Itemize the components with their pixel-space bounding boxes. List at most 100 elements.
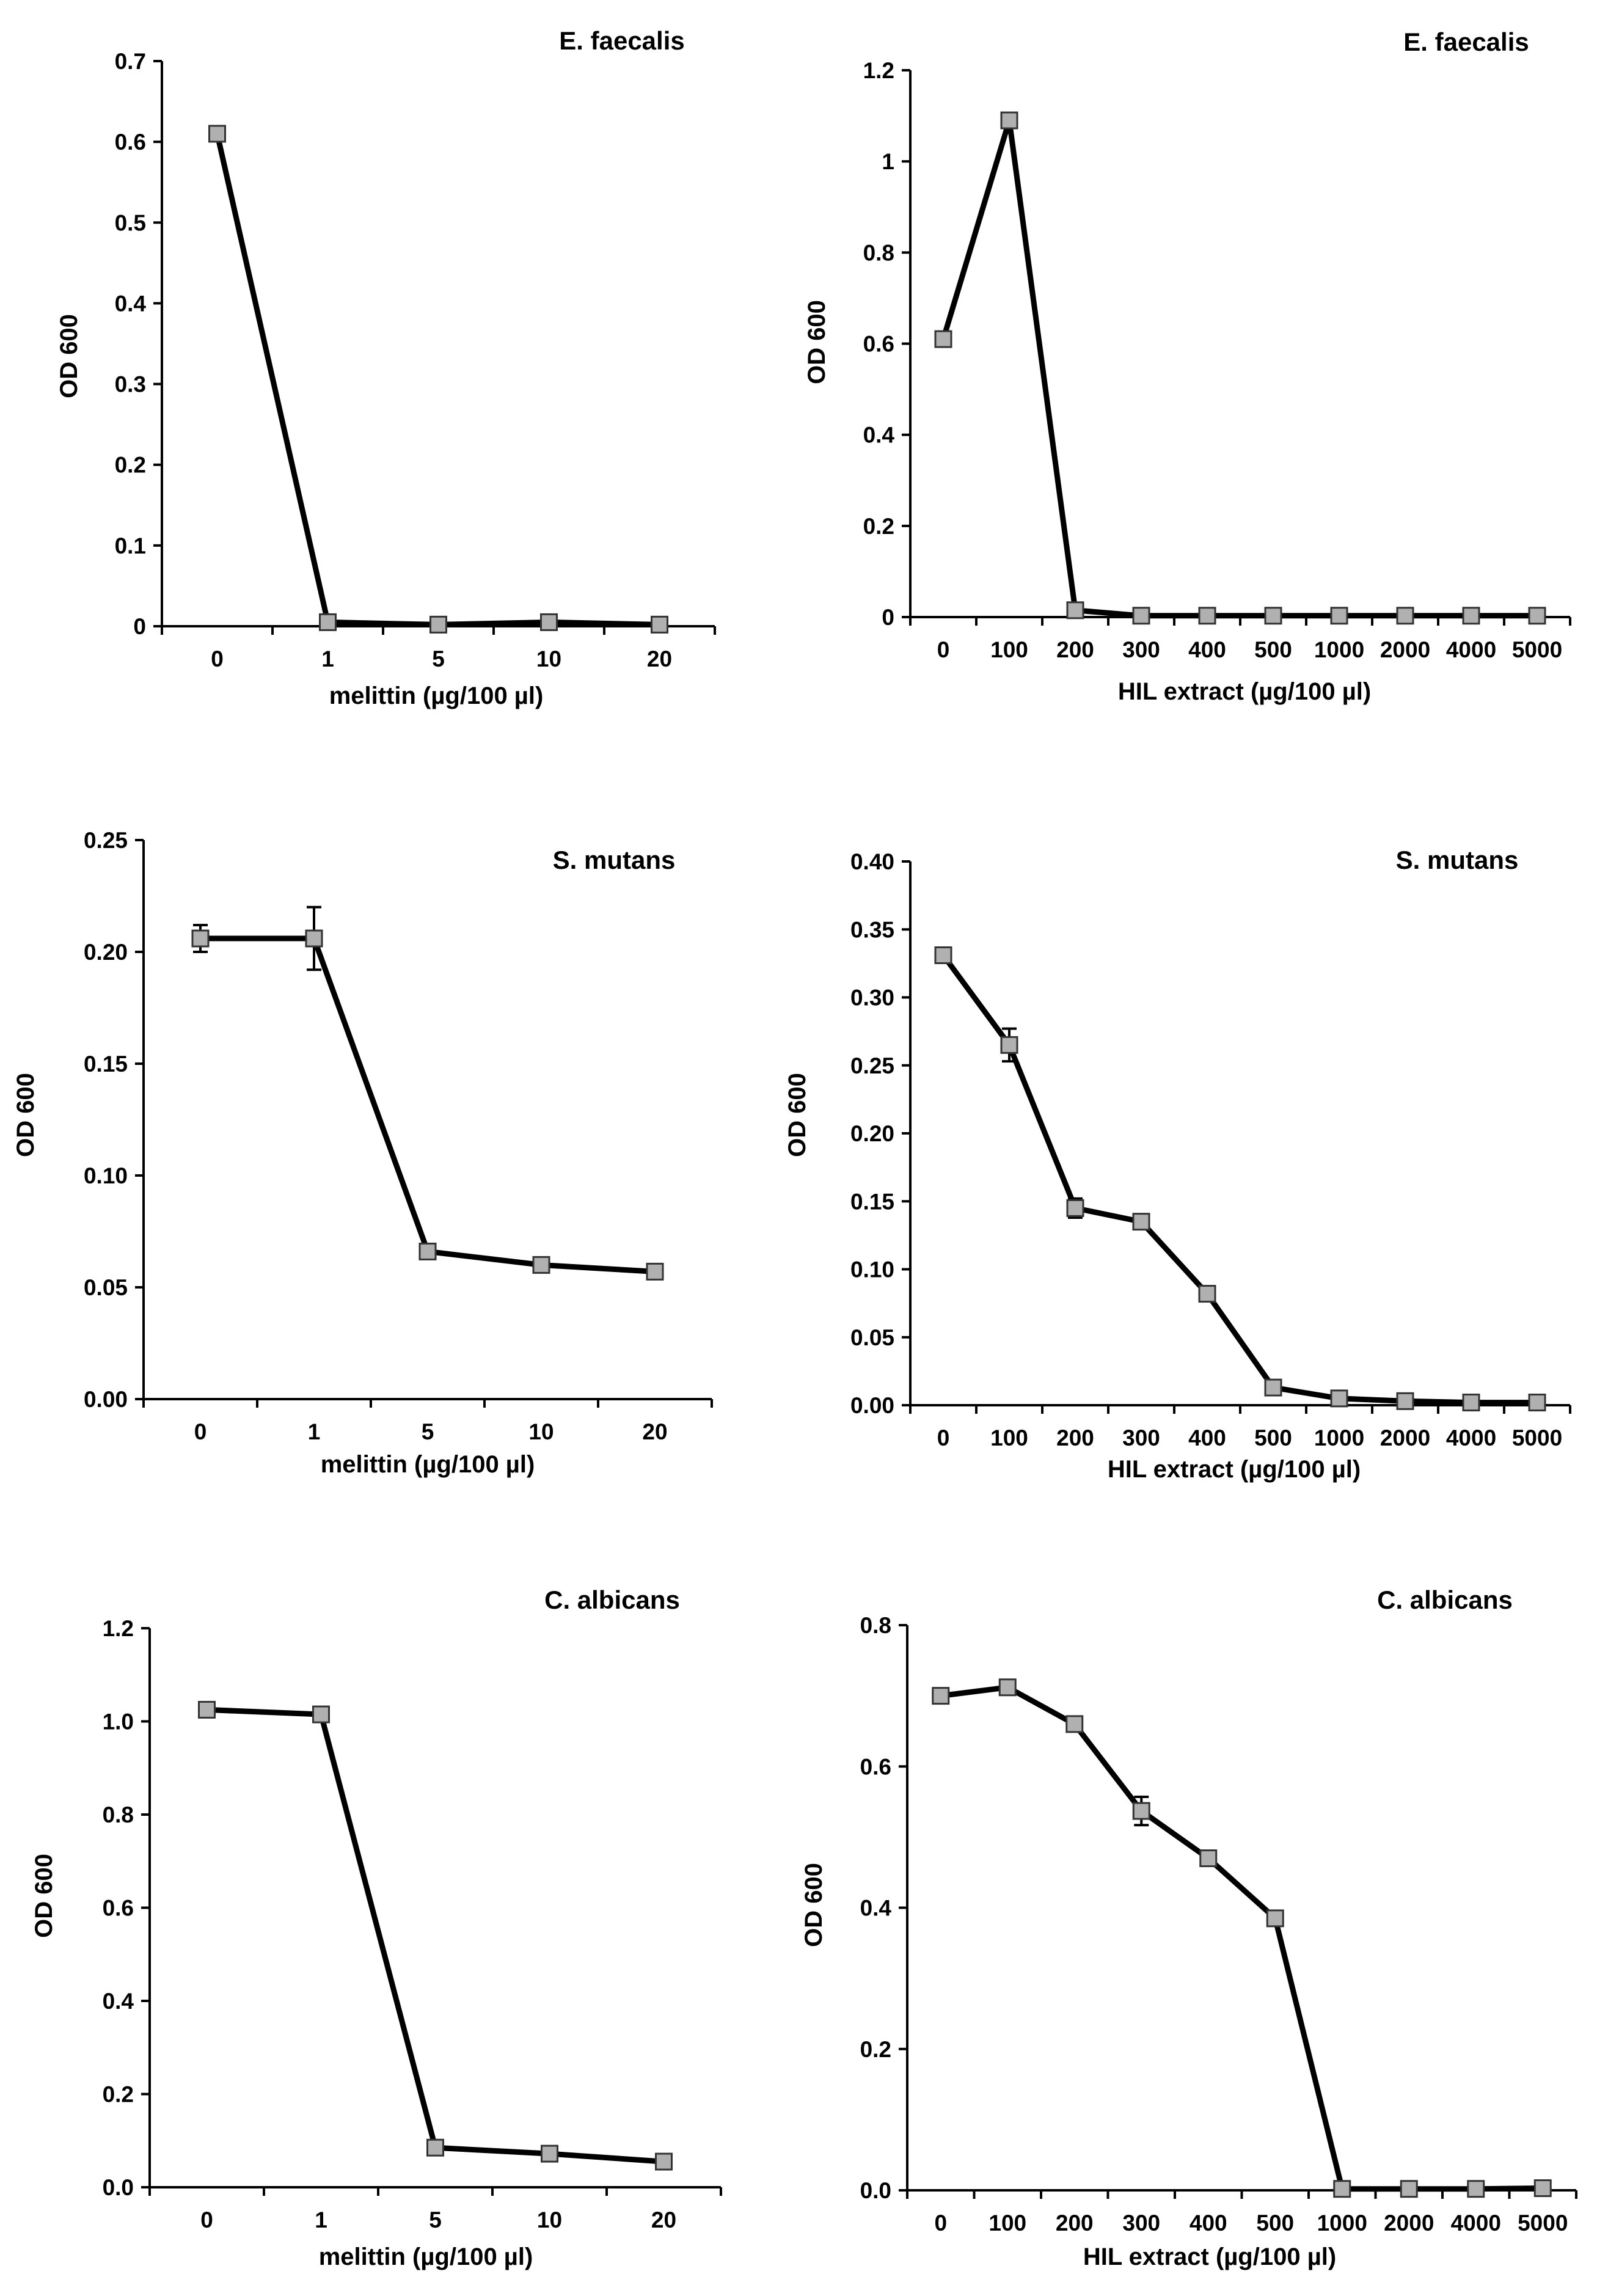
x-tick-label: 500 bbox=[1254, 1425, 1292, 1450]
x-tick-label: 400 bbox=[1188, 637, 1226, 662]
x-tick-label: 2000 bbox=[1380, 637, 1430, 662]
series-layer bbox=[208, 125, 668, 634]
x-tick-label: 0 bbox=[200, 2207, 213, 2232]
y-tick-label: 0.8 bbox=[103, 1802, 134, 1827]
y-tick-label: 0.15 bbox=[84, 1051, 128, 1077]
x-tick-label: 10 bbox=[536, 646, 561, 671]
y-tick-label: 0.10 bbox=[850, 1257, 894, 1282]
data-point bbox=[1396, 1392, 1414, 1410]
data-point bbox=[418, 1242, 437, 1260]
data-point bbox=[426, 2138, 444, 2157]
chart-title: S. mutans bbox=[1396, 846, 1519, 874]
series-layer bbox=[934, 111, 1546, 625]
x-ticks-layer: 0 1 5 10 20 bbox=[148, 2187, 722, 2232]
x-tick-label: 1 bbox=[308, 1419, 321, 1444]
panel-smutans-hil: 0.00 0.05 0.10 0.15 0.20 0.25 0.30 0.35 0.40 0 10… bbox=[784, 846, 1571, 1483]
data-point bbox=[208, 125, 226, 143]
x-tick-label: 500 bbox=[1254, 637, 1292, 662]
data-point bbox=[1330, 1389, 1348, 1408]
data-point bbox=[1528, 1394, 1546, 1412]
x-tick-label: 0 bbox=[934, 2210, 947, 2236]
panel-calbicans-melittin: 0.0 0.2 0.4 0.6 0.8 1.0 1.2 0 1 5 10 20 C. albican… bbox=[31, 1585, 722, 2270]
x-tick-label: 400 bbox=[1190, 2210, 1227, 2236]
y-tick-label: 0.6 bbox=[863, 332, 894, 357]
series-layer bbox=[191, 905, 664, 1281]
y-axis-label: OD 600 bbox=[12, 1073, 39, 1157]
y-axis-label: OD 600 bbox=[784, 1073, 811, 1157]
y-tick-label: 0.05 bbox=[84, 1275, 128, 1300]
y-tick-label: 0.25 bbox=[84, 828, 128, 853]
data-point bbox=[1065, 1715, 1084, 1733]
data-point bbox=[655, 2152, 673, 2171]
x-ticks-layer: 0 1 5 10 20 bbox=[142, 1399, 713, 1444]
y-tick-label: 0.20 bbox=[850, 1121, 894, 1146]
y-tick-label: 0.25 bbox=[850, 1053, 894, 1078]
y-tick-label: 0.2 bbox=[860, 2037, 891, 2062]
y-tick-label: 0.6 bbox=[860, 1754, 891, 1779]
y-tick-label: 1.0 bbox=[103, 1709, 134, 1735]
data-point bbox=[305, 929, 323, 948]
x-tick-label: 5000 bbox=[1512, 1425, 1562, 1450]
panel-efaecalis-hil: 0 0.2 0.4 0.6 0.8 1 1.2 0 100 200 300 400 500 1000 20… bbox=[803, 27, 1571, 705]
data-point bbox=[1266, 1909, 1284, 1928]
chart-title: E. faecalis bbox=[559, 26, 684, 55]
chart-title: C. albicans bbox=[544, 1585, 680, 1614]
y-tick-label: 0.00 bbox=[84, 1387, 128, 1412]
series-line bbox=[940, 1684, 1543, 2192]
y-ticks-layer: 0.00 0.05 0.10 0.15 0.20 0.25 0.30 0.35 0.40 bbox=[850, 849, 910, 1418]
data-point bbox=[1528, 607, 1546, 625]
x-tick-label: 300 bbox=[1122, 637, 1160, 662]
y-axis-label: OD 600 bbox=[56, 314, 82, 398]
y-tick-label: 0.20 bbox=[84, 940, 128, 965]
y-axis-label: OD 600 bbox=[31, 1854, 57, 1938]
data-point bbox=[1132, 1802, 1150, 1820]
x-tick-label: 1 bbox=[321, 646, 334, 671]
x-tick-label: 4000 bbox=[1446, 1425, 1496, 1450]
x-tick-label: 4000 bbox=[1446, 637, 1496, 662]
y-tick-label: 0.0 bbox=[860, 2178, 891, 2203]
data-point bbox=[198, 1700, 216, 1719]
x-tick-label: 2000 bbox=[1384, 2210, 1434, 2236]
y-axis-label: OD 600 bbox=[803, 300, 830, 384]
y-tick-label: 0.4 bbox=[860, 1896, 892, 1921]
panel-smutans-melittin: 0.00 0.05 0.10 0.15 0.20 0.25 0 1 5 10 20 S. muta… bbox=[12, 828, 713, 1478]
y-tick-label: 0.8 bbox=[863, 240, 894, 265]
data-point bbox=[1132, 1213, 1150, 1231]
x-tick-label: 0 bbox=[937, 1425, 950, 1450]
x-axis-label: HIL extract (µg/100 µl) bbox=[1108, 1456, 1361, 1483]
y-tick-label: 0.8 bbox=[860, 1613, 891, 1638]
x-tick-label: 5 bbox=[429, 2207, 442, 2232]
data-point bbox=[1264, 1378, 1282, 1397]
x-tick-label: 0 bbox=[194, 1419, 207, 1444]
x-tick-label: 100 bbox=[990, 1425, 1028, 1450]
data-point bbox=[532, 1256, 550, 1274]
data-point bbox=[934, 330, 952, 348]
y-tick-label: 0.2 bbox=[103, 2082, 134, 2107]
data-point bbox=[1000, 111, 1018, 130]
y-tick-label: 0.30 bbox=[850, 985, 894, 1011]
x-tick-label: 20 bbox=[647, 646, 672, 671]
y-tick-label: 1.2 bbox=[863, 58, 894, 83]
data-point bbox=[1199, 1849, 1218, 1868]
data-point bbox=[1198, 1285, 1216, 1303]
panel-efaecalis-melittin: 0 0.1 0.2 0.3 0.4 0.5 0.6 0.7 0 1 5 10 20 E. faecal… bbox=[56, 26, 716, 709]
data-point bbox=[1396, 607, 1414, 625]
data-point bbox=[651, 615, 668, 634]
x-tick-label: 200 bbox=[1056, 637, 1094, 662]
data-point bbox=[429, 615, 447, 634]
y-tick-label: 0.6 bbox=[103, 1896, 134, 1921]
y-ticks-layer: 0 0.2 0.4 0.6 0.8 1 1.2 bbox=[863, 58, 910, 630]
x-tick-label: 300 bbox=[1122, 2210, 1160, 2236]
data-point bbox=[1066, 601, 1084, 620]
data-point bbox=[1264, 607, 1282, 625]
chart-title: E. faecalis bbox=[1403, 27, 1529, 56]
y-tick-label: 0.35 bbox=[850, 917, 894, 942]
series-line bbox=[941, 953, 1537, 1406]
y-tick-label: 0.4 bbox=[863, 423, 895, 448]
y-tick-label: 0.15 bbox=[850, 1189, 894, 1214]
data-point bbox=[1400, 2180, 1418, 2198]
y-tick-label: 0.40 bbox=[850, 849, 894, 874]
x-tick-label: 400 bbox=[1188, 1425, 1226, 1450]
data-point bbox=[1467, 2180, 1485, 2198]
